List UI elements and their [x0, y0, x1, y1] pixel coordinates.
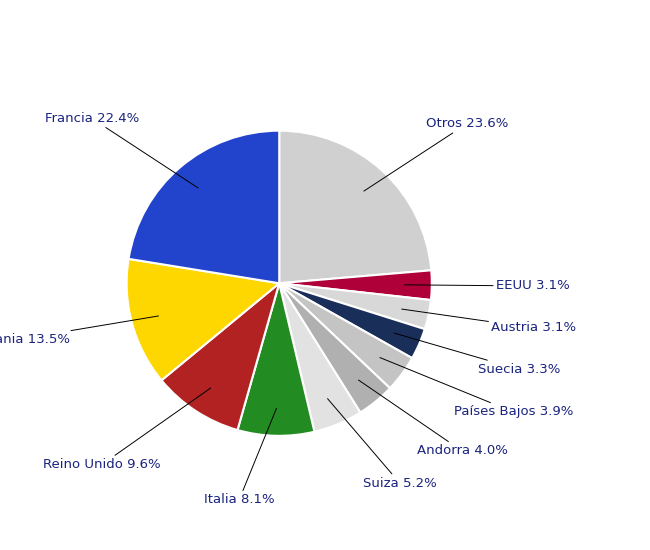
- Wedge shape: [280, 131, 431, 283]
- Text: Países Bajos 3.9%: Países Bajos 3.9%: [380, 358, 573, 419]
- Wedge shape: [127, 259, 280, 380]
- Text: Otros 23.6%: Otros 23.6%: [364, 117, 508, 191]
- Text: Reino Unido 9.6%: Reino Unido 9.6%: [43, 388, 211, 471]
- Text: Suecia 3.3%: Suecia 3.3%: [394, 333, 560, 376]
- Wedge shape: [280, 270, 432, 300]
- Text: Andorra 4.0%: Andorra 4.0%: [359, 380, 508, 458]
- Text: http://www.foro-ciudad.com: http://www.foro-ciudad.com: [476, 530, 630, 540]
- Wedge shape: [237, 283, 315, 436]
- Text: Canet de Mar - Turistas extranjeros según país - Abril de 2024: Canet de Mar - Turistas extranjeros segú…: [98, 15, 552, 31]
- Wedge shape: [129, 131, 280, 283]
- Wedge shape: [280, 283, 360, 432]
- Text: Suiza 5.2%: Suiza 5.2%: [328, 399, 437, 490]
- Text: Italia 8.1%: Italia 8.1%: [204, 408, 276, 507]
- Wedge shape: [280, 283, 412, 388]
- Wedge shape: [280, 283, 390, 412]
- Wedge shape: [280, 283, 424, 358]
- Text: Francia 22.4%: Francia 22.4%: [45, 112, 198, 188]
- Text: Austria 3.1%: Austria 3.1%: [402, 309, 577, 334]
- Text: EEUU 3.1%: EEUU 3.1%: [404, 279, 569, 293]
- Wedge shape: [280, 283, 431, 329]
- Wedge shape: [161, 283, 280, 430]
- Text: Alemania 13.5%: Alemania 13.5%: [0, 316, 159, 346]
